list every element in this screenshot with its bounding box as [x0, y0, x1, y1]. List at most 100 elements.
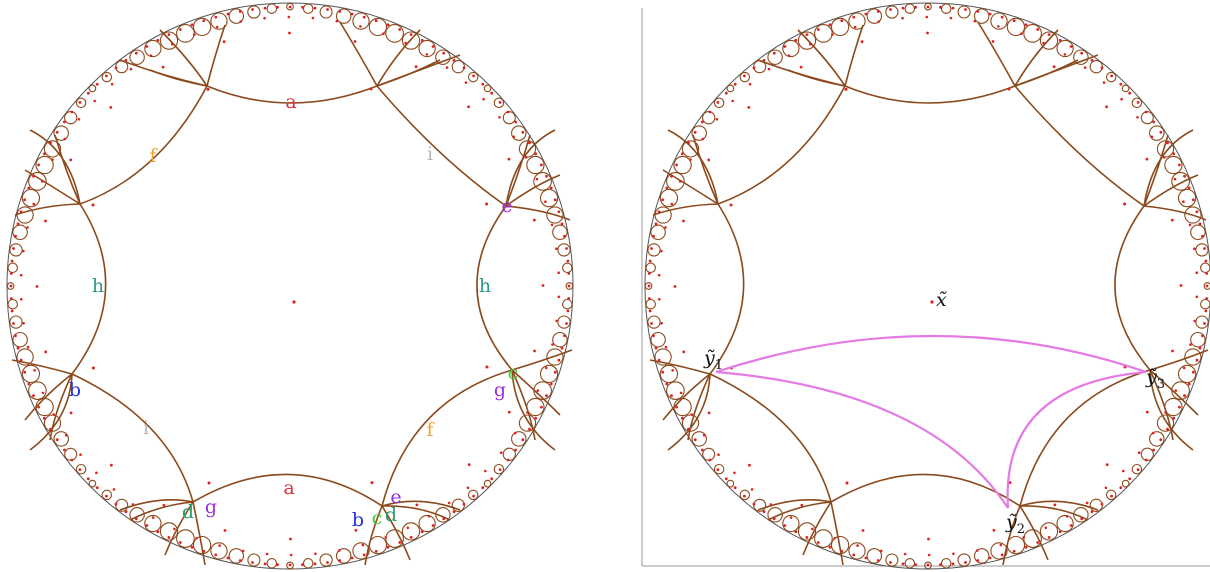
- right-boundary-arc: [691, 431, 707, 447]
- left-tile-center-dot: [540, 405, 543, 409]
- right-tile-center-dot: [1204, 259, 1208, 263]
- right-boundary-arc: [990, 12, 1008, 30]
- left-tile-center-dot: [398, 28, 402, 31]
- right-tile-center-dot: [964, 8, 967, 11]
- right-tile-center-dot: [816, 541, 820, 544]
- left-tile-center-dot: [12, 247, 15, 250]
- right-boundary-arc: [1149, 125, 1165, 141]
- left-tile-center-dot: [26, 226, 29, 229]
- left-tile-center-dot: [64, 433, 68, 437]
- left-tile-center-dot: [263, 16, 266, 20]
- left-boundary-arc: [159, 31, 179, 50]
- left-tile-center-dot: [498, 116, 501, 119]
- left-label-b-left: b: [69, 379, 81, 401]
- left-tile-center-dot: [549, 186, 553, 190]
- right-tile-center-dot: [877, 20, 880, 23]
- left-boundary-arc: [467, 71, 479, 83]
- left-tile-center-dot: [23, 370, 27, 374]
- right-tile-center-dot: [1000, 553, 1004, 557]
- left-boundary-arc: [7, 298, 18, 310]
- left-center-dot: [292, 300, 296, 304]
- left-tile-center-dot: [534, 152, 538, 156]
- left-tile-center-dot: [374, 549, 378, 553]
- right-tile-center-dot: [1137, 451, 1141, 455]
- left-boundary-arc: [319, 553, 333, 567]
- right-edge-right: [1114, 205, 1151, 371]
- left-tile-center-dot: [311, 16, 315, 20]
- left-boundary-arc: [319, 5, 333, 19]
- right-tile-center-dot: [787, 54, 791, 57]
- right-boundary-arc: [940, 3, 952, 14]
- left-tile-center-dot: [44, 350, 48, 354]
- left-boundary-arc: [557, 243, 571, 257]
- right-boundary-arc: [650, 224, 666, 241]
- left-boundary-arc: [401, 31, 421, 50]
- left-vertex-fan-right: [505, 134, 571, 221]
- right-tile-center-dot: [1205, 272, 1209, 275]
- right-tile-center-dot: [861, 529, 865, 532]
- right-tile-center-dot: [783, 524, 787, 527]
- left-label-i-bottom: i: [143, 417, 149, 439]
- left-tile-center-dot: [485, 202, 489, 206]
- right-tile-center-dot: [976, 10, 980, 13]
- left-tile-center-dot: [95, 471, 98, 475]
- right-tile-center-dot: [864, 556, 868, 560]
- left-boundary-arc: [502, 447, 516, 461]
- right-tile-center-dot: [648, 259, 652, 263]
- left-boundary-arc: [511, 431, 527, 447]
- left-boundary-arc: [552, 224, 568, 241]
- right-edge-top: [844, 85, 1016, 104]
- left-boundary-arc: [12, 224, 28, 241]
- left-boundary-arc: [335, 8, 352, 24]
- right-boundary-arc: [654, 348, 672, 366]
- right-tile-center-dot: [976, 559, 980, 562]
- right-tile-center-dot: [1080, 517, 1084, 521]
- left-tile-center-dot: [544, 366, 548, 370]
- left-boundary-arc: [35, 155, 54, 175]
- right-tile-center-dot: [833, 537, 836, 540]
- right-edge-lower-right: [1019, 369, 1151, 507]
- right-tile-center-dot: [700, 448, 704, 452]
- right-tile-center-dot: [675, 405, 678, 409]
- left-tile-center-dot: [464, 81, 468, 84]
- left-tile-center-dot: [95, 486, 99, 490]
- left-boundary-arc: [21, 188, 41, 208]
- left-tile-center-dot: [105, 74, 108, 78]
- left-boundary-arc: [75, 97, 87, 109]
- right-tile-center-dot: [752, 66, 756, 70]
- right-tile-center-dot: [772, 517, 776, 521]
- right-vertex-fan-top-right: [977, 21, 1079, 87]
- right-boundary-arc: [1171, 381, 1190, 400]
- left-boundary-arc: [483, 479, 492, 488]
- left-tile-center-dot: [287, 15, 291, 19]
- right-boundary-arc: [1006, 535, 1026, 555]
- left-tile-center-dot: [78, 468, 82, 471]
- right-boundary-arc: [885, 553, 899, 567]
- right-tile-center-dot: [654, 346, 658, 350]
- left-edge-labels: a f i e h h b c g i f a d g e b c d: [69, 91, 518, 531]
- right-boundary-arc: [904, 3, 916, 14]
- left-boundary-arc: [533, 172, 552, 191]
- right-tile-center-dot: [1100, 502, 1104, 506]
- right-tile-center-dot: [1105, 463, 1109, 466]
- left-tile-center-dot: [129, 67, 133, 71]
- right-boundary-arc: [782, 514, 800, 533]
- left-tile-center-dot: [151, 516, 155, 519]
- left-boundary-arc: [546, 348, 564, 366]
- right-boundary-arc: [797, 522, 817, 541]
- right-tile-center-dot: [657, 358, 661, 362]
- right-tile-center-dot: [1042, 41, 1045, 45]
- right-tile-center-dot: [876, 559, 880, 562]
- right-tile-center-dot: [769, 503, 773, 506]
- left-boundary-arc: [12, 331, 28, 348]
- right-tile-center-dot: [1170, 218, 1174, 222]
- right-boundary-arc: [1200, 298, 1210, 310]
- left-tile-center-dot: [114, 66, 118, 70]
- right-tile-center-dot: [660, 322, 663, 325]
- left-tile-left: [29, 129, 81, 451]
- left-tile-center-dot: [22, 249, 25, 253]
- left-tile-center-dot: [447, 501, 451, 505]
- left-tile-center-dot: [386, 23, 390, 27]
- right-tile-center-dot: [1053, 503, 1057, 507]
- left-tile-center-dot: [427, 515, 431, 518]
